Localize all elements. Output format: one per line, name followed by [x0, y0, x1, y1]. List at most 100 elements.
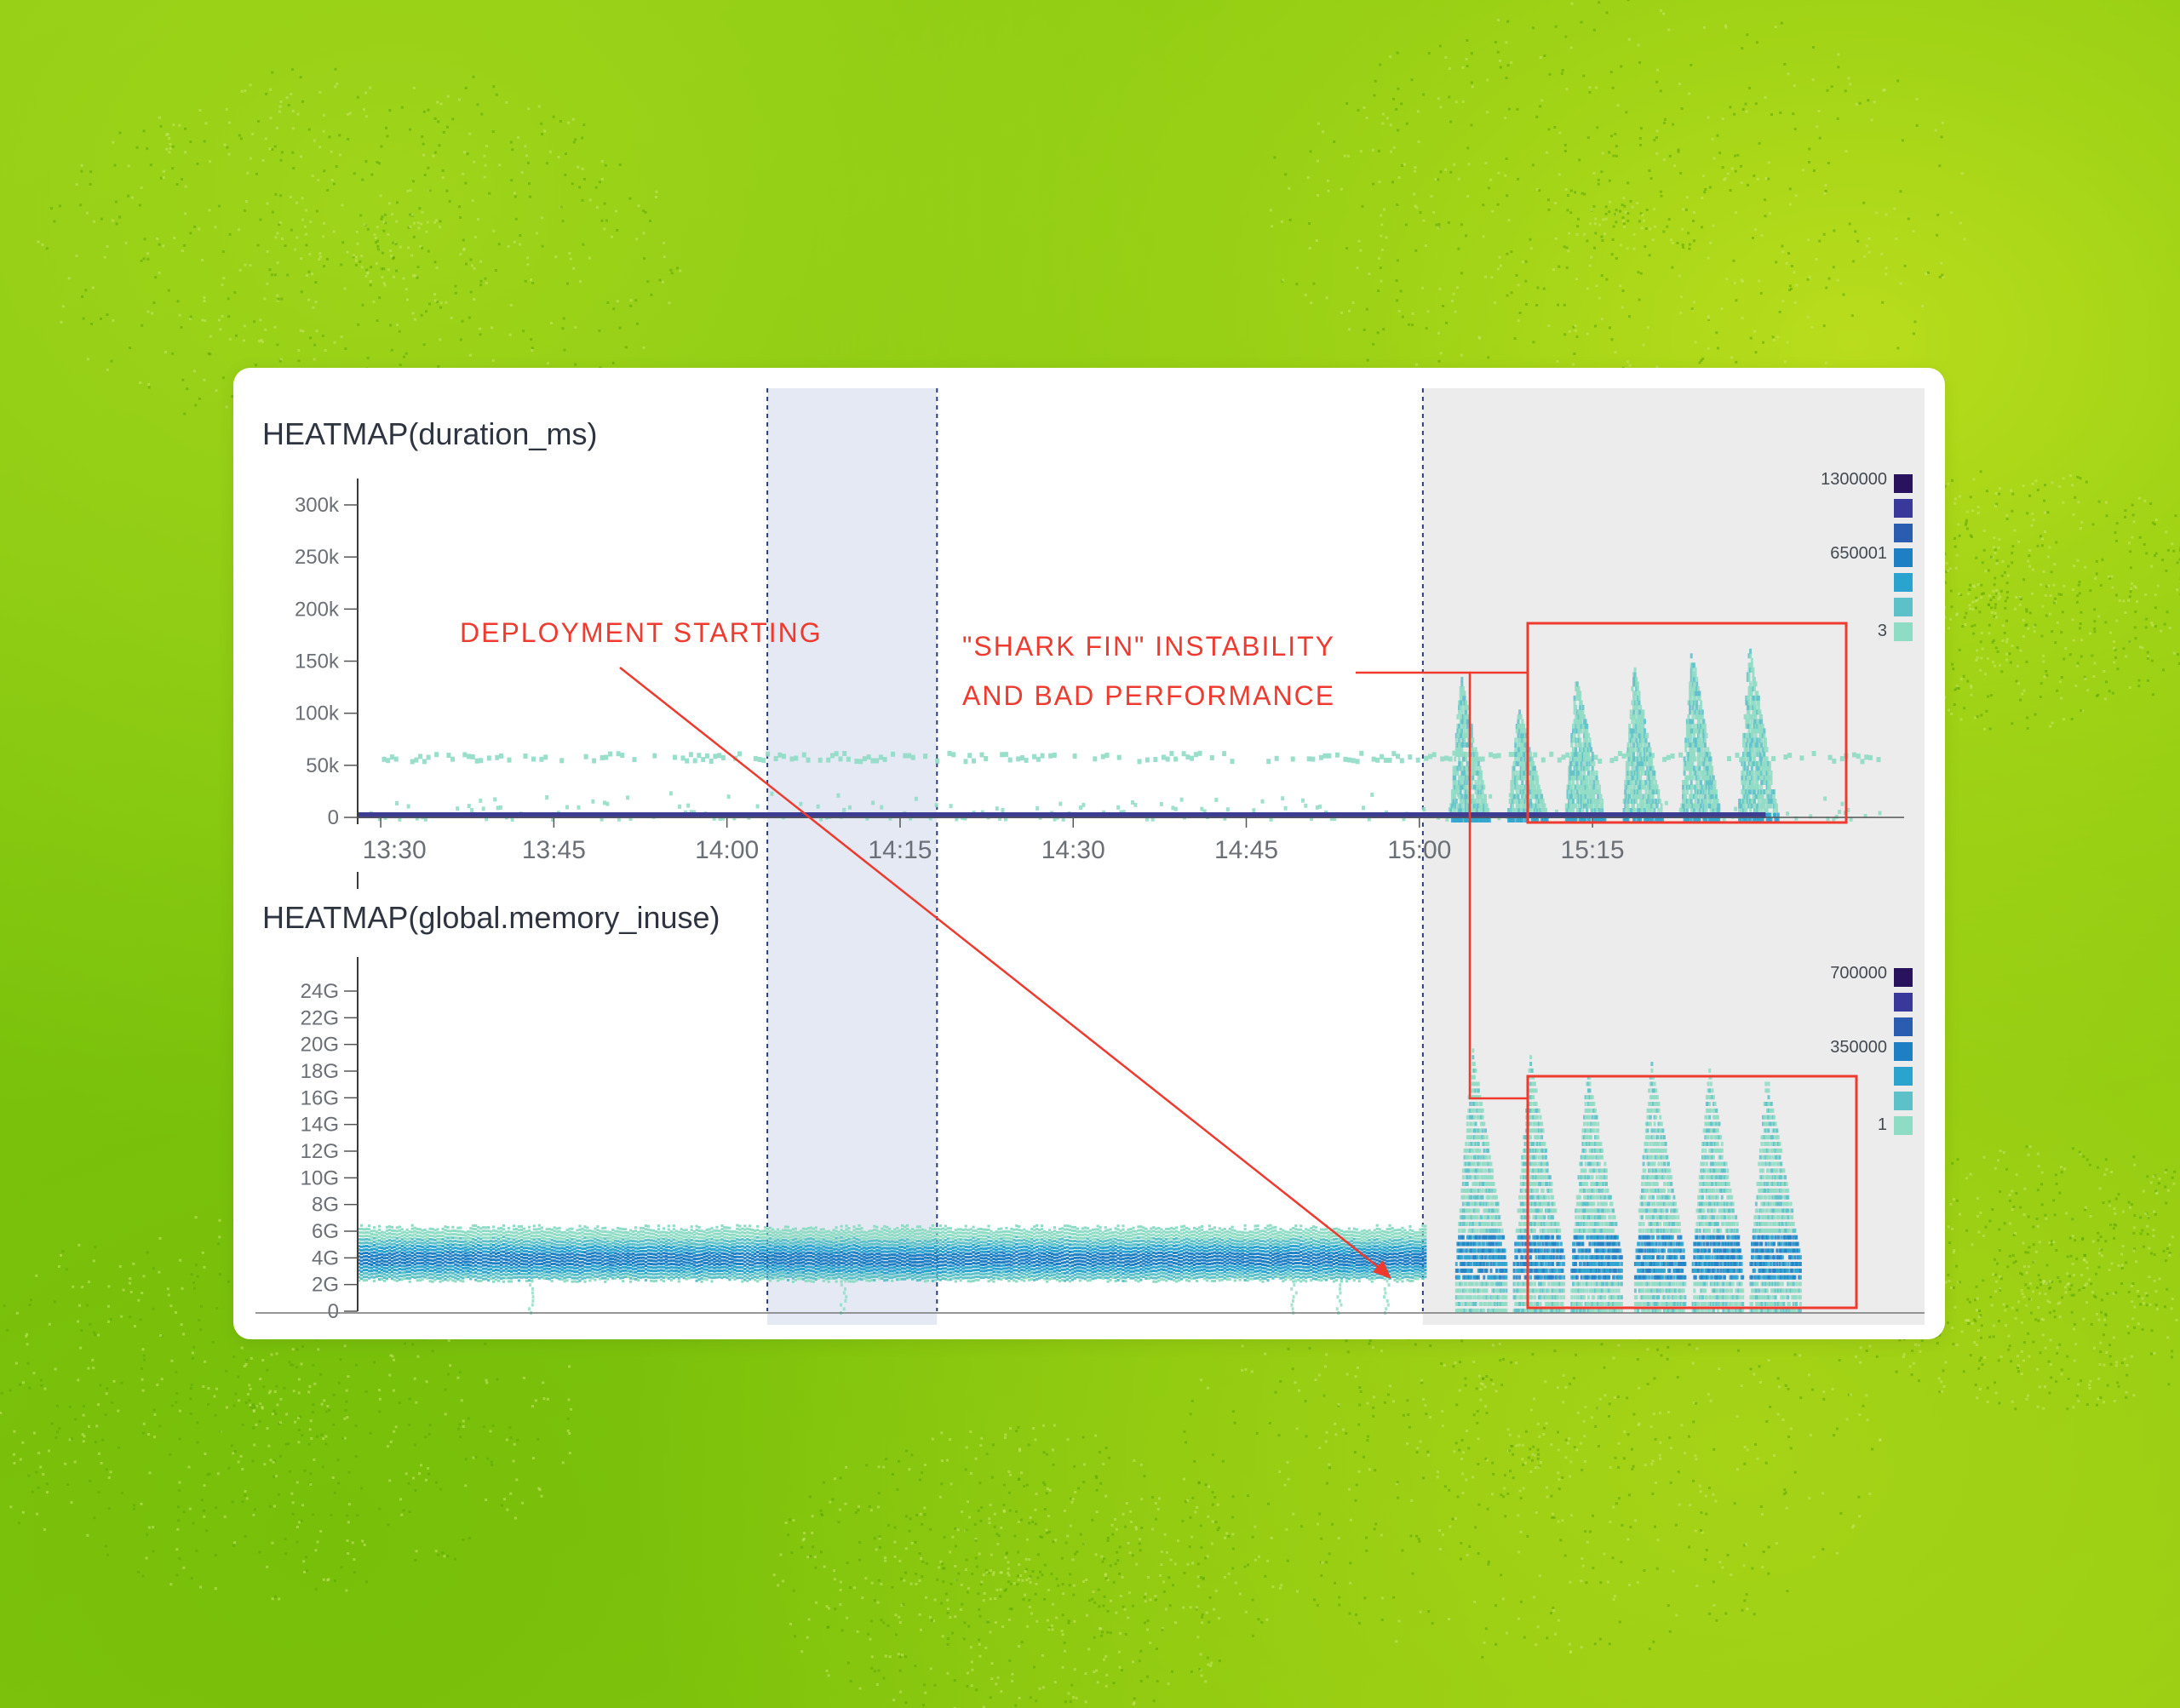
memory-cell: [512, 1272, 516, 1275]
duration-fin-cell: [1452, 780, 1455, 785]
memory-cell: [367, 1256, 371, 1258]
memory-cell: [507, 1230, 511, 1234]
memory-cell: [519, 1262, 523, 1265]
duration-fin-cell: [1639, 817, 1643, 822]
duration-fin-cell: [1465, 775, 1468, 781]
duration-fin-cell: [1512, 765, 1514, 771]
memory-cell: [490, 1236, 493, 1240]
duration-cell: [1799, 755, 1804, 761]
memory-cell: [604, 1262, 607, 1265]
duration-fin-cell: [1633, 775, 1637, 781]
duration-cell: [1040, 753, 1045, 759]
memory-cell: [472, 1244, 475, 1247]
duration-fin-cell: [1756, 737, 1759, 743]
duration-fin-cell: [1644, 780, 1648, 785]
memory-cell: [410, 1227, 414, 1230]
memory-cell: [682, 1267, 686, 1270]
duration-fin-cell: [1566, 817, 1569, 822]
duration-fin-cell: [1454, 737, 1458, 743]
duration-fin-cell: [1644, 770, 1646, 776]
memory-cell: [619, 1264, 622, 1267]
duration-fin-cell: [1633, 770, 1637, 776]
duration-fin-cell: [1770, 803, 1773, 809]
memory-cell: [426, 1270, 429, 1274]
memory-cell: [382, 1273, 386, 1276]
duration-fin-cell: [1518, 737, 1522, 743]
memory-cell: [548, 1264, 551, 1267]
memory-cell: [629, 1263, 633, 1266]
duration-fin-cell: [1529, 789, 1533, 794]
memory-cell: [509, 1260, 513, 1264]
memory-cell: [517, 1253, 520, 1257]
post-deploy-band: [1422, 388, 1925, 1325]
duration-fin-cell: [1713, 784, 1717, 790]
duration-fin-cell: [1629, 756, 1632, 762]
memory-cell: [500, 1257, 503, 1260]
duration-fin-cell: [1638, 770, 1641, 776]
duration-fin-cell: [1581, 780, 1585, 785]
memory-cell: [464, 1258, 468, 1261]
duration-fin-cell: [1707, 747, 1710, 753]
duration-fin-cell: [1568, 808, 1571, 813]
memory-cell: [495, 1236, 498, 1239]
memory-cell: [634, 1277, 638, 1281]
memory-cell: [646, 1255, 651, 1258]
duration-fin-cell: [1456, 789, 1460, 794]
duration-fin-cell: [1763, 751, 1766, 757]
memory-cell: [622, 1235, 625, 1238]
memory-cell: [393, 1232, 396, 1235]
memory-cell: [360, 1224, 364, 1227]
duration-cell: [626, 795, 630, 800]
memory-cell: [565, 1232, 569, 1235]
duration-fin-cell: [1603, 817, 1607, 822]
memory-cell: [571, 1252, 574, 1255]
duration-fin-cell: [1569, 760, 1572, 766]
memory-cell: [382, 1244, 386, 1247]
memory-cell: [586, 1269, 589, 1272]
memory-cell: [563, 1276, 566, 1280]
duration-cell: [1614, 756, 1619, 762]
memory-cell: [380, 1240, 383, 1243]
memory-cell: [617, 1262, 620, 1265]
duration-cell: [499, 753, 503, 759]
duration-fin-cell: [1776, 803, 1778, 809]
duration-fin-cell: [1743, 803, 1747, 809]
memory-cell: [669, 1263, 673, 1265]
duration-fin-cell: [1584, 784, 1587, 790]
memory-cell: [708, 1231, 711, 1235]
memory-cell: [380, 1278, 383, 1281]
duration-fin-cell: [1599, 817, 1603, 822]
duration-fin-cell: [1683, 756, 1686, 762]
duration-fin-cell: [1705, 789, 1708, 794]
memory-cell: [519, 1241, 523, 1245]
memory-cell: [674, 1257, 678, 1260]
duration-fin-cell: [1512, 808, 1514, 813]
memory-cell: [692, 1266, 696, 1270]
duration-fin-cell: [1454, 803, 1457, 809]
duration-fin-cell: [1487, 817, 1490, 822]
duration-fin-cell: [1573, 817, 1576, 822]
memory-cell: [456, 1236, 460, 1240]
duration-fin-cell: [1770, 775, 1773, 781]
memory-cell: [495, 1233, 498, 1236]
duration-fin-cell: [1642, 794, 1645, 800]
memory-cell: [492, 1225, 496, 1229]
memory-cell: [372, 1258, 376, 1261]
duration-fin-cell: [1461, 685, 1465, 691]
duration-fin-cell: [1575, 760, 1578, 766]
duration-fin-cell: [1591, 789, 1594, 794]
duration-fin-cell: [1470, 775, 1473, 781]
duration-fin-cell: [1572, 789, 1575, 794]
memory-cell: [685, 1235, 688, 1238]
memory-cell: [375, 1230, 379, 1234]
duration-fin-cell: [1514, 737, 1517, 743]
duration-fin-cell: [1514, 780, 1517, 785]
duration-fin-cell: [1481, 780, 1484, 785]
duration-fin-cell: [1459, 695, 1462, 701]
duration-fin-cell: [1760, 784, 1764, 790]
memory-cell: [617, 1243, 620, 1246]
memory-cell: [649, 1249, 653, 1252]
memory-cell: [469, 1230, 473, 1234]
duration-fin-cell: [1572, 760, 1575, 766]
memory-cell: [410, 1254, 414, 1258]
